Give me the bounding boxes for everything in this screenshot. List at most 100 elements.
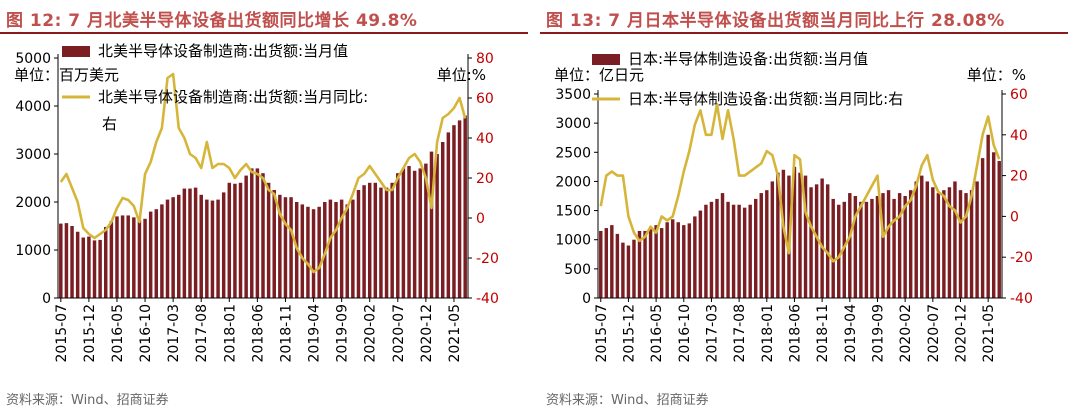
bar-2018-12 [825,184,830,298]
bar-2018-02 [770,181,775,298]
bar-2021-04 [980,158,985,298]
bar-2019-06 [859,201,863,298]
x-tick-label: 2017-03 [166,304,182,363]
bar-2017-04 [177,194,181,298]
bar-2019-05 [317,206,321,298]
bar-2016-11 [687,223,692,298]
bar-2017-12 [221,192,226,298]
x-tick-label: 2015-12 [621,304,637,363]
bar-2021-06 [991,152,996,298]
bar-2016-09 [676,222,680,298]
x-tick-label: 2018-11 [815,304,831,363]
x-tick-label: 2020-07 [926,304,942,363]
bar-2018-09 [809,187,813,298]
bar-2020-10 [412,170,417,298]
right-tick-label: -40 [476,291,499,307]
bar-2019-02 [837,204,841,298]
left-tick-label: 4000 [15,99,51,115]
bar-2016-01 [632,239,636,298]
bar-2017-08 [199,194,203,298]
right-unit-label: 单位：% [967,66,1026,84]
bar-2020-05 [384,187,389,298]
legend-bar-swatch [62,46,90,57]
bar-2018-11 [820,178,824,298]
bar-2015-07 [599,230,603,298]
bar-2015-11 [621,242,625,298]
bar-2021-07 [463,115,467,298]
bar-2018-04 [781,169,786,298]
bar-2016-05 [654,225,658,298]
x-tick-label: 2016-10 [138,304,154,363]
bar-2016-06 [659,228,664,298]
bar-2018-12 [289,197,293,298]
bar-2020-02 [903,196,907,298]
figure-12-panel: 图 12: 7 月北美半导体设备出货额同比增长 49.8% 0 1000 2000 3… [0,0,530,412]
bar-2019-12 [892,198,896,298]
right-tick-label: 60 [1010,87,1028,103]
bar-2020-09 [407,166,411,298]
x-tick-label: 2018-06 [250,304,266,363]
right-tick-label: 40 [1010,128,1028,144]
bar-2018-01 [765,190,769,298]
x-tick-label: 2018-01 [222,304,238,363]
bar-2015-11 [81,237,86,298]
legend-bar-label: 北美半导体设备制造商:出货额:当月值 [98,42,348,60]
bar-2018-08 [803,175,808,298]
right-tick-label: 0 [1010,209,1019,225]
chart-13: 0 500 1000 1500 2000 2500 3000 3500 -40 -20 0 20 40 6… [554,50,1033,363]
bar-2020-11 [418,168,422,298]
legend-bar-swatch [592,54,620,65]
x-tick-label: 2015-12 [82,304,98,363]
x-tick-label: 2015-07 [54,304,70,363]
legend-bar-label: 日本:半导体制造设备:出货额:当月值 [628,50,868,68]
bar-2021-03 [440,142,445,298]
bar-2017-03 [171,197,175,298]
right-tick-label: -20 [1010,250,1033,266]
bar-2016-10 [682,225,686,298]
left-tick-label: 1000 [555,233,591,249]
bar-2018-07 [798,172,802,298]
legend-line-label: 北美半导体设备制造商:出货额:当月同比: [98,88,368,106]
legend-line-label: 日本:半导体制造设备:出货额:当月同比:右 [628,90,903,108]
bar-2017-02 [704,204,708,298]
bar-2019-05 [853,196,858,298]
bar-2016-08 [671,219,675,298]
right-tick-label: 0 [476,211,485,227]
bar-2020-10 [947,187,952,298]
bar-2015-09 [610,225,614,298]
bar-2018-03 [238,182,243,298]
x-tick-label: 2016-10 [677,304,693,363]
source-note: 资料来源：Wind、招商证券 [6,393,169,408]
left-tick-label: 3000 [15,147,51,163]
yoy-line [599,102,1001,263]
right-tick-label: 20 [1010,169,1028,185]
bar-2019-10 [345,204,349,298]
left-tick-label: 0 [582,291,591,307]
bar-2021-01 [429,151,434,298]
left-tick-label: 500 [564,262,591,278]
bar-2017-02 [165,199,170,298]
bar-2020-07 [396,173,400,298]
x-tick-label: 2016-05 [110,304,126,363]
bar-2016-10 [143,218,147,298]
bar-2020-09 [942,190,946,298]
bar-2020-01 [897,193,902,298]
bar-2017-01 [698,210,703,298]
x-tick-label: 2015-07 [594,304,610,363]
bar-2016-07 [126,215,130,298]
right-tick-label: -20 [476,251,499,267]
bar-2015-08 [64,223,69,298]
bar-2017-05 [182,188,187,298]
left-tick-label: 1500 [555,204,591,220]
bar-2017-10 [748,204,752,298]
bar-2021-04 [446,132,451,298]
bar-2018-06 [255,168,260,298]
bar-2021-07 [997,161,1001,298]
left-tick-label: 2500 [555,145,591,161]
bar-2020-05 [920,175,924,298]
x-tick-label: 2018-06 [787,304,803,363]
bar-2018-07 [261,173,265,298]
bar-2019-12 [356,190,361,298]
bar-2015-07 [59,223,63,298]
bar-2015-09 [70,226,74,298]
